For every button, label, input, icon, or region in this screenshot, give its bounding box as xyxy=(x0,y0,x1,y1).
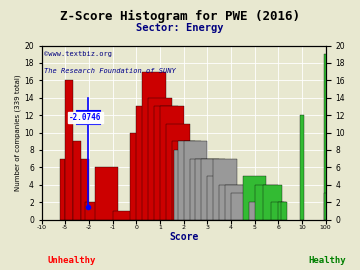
Bar xyxy=(174,150,198,220)
Bar xyxy=(207,176,231,220)
Bar xyxy=(113,211,136,220)
Bar xyxy=(263,185,282,220)
Bar xyxy=(166,124,189,220)
Bar xyxy=(136,106,160,220)
Bar xyxy=(243,176,266,220)
Bar xyxy=(249,202,273,220)
Bar xyxy=(324,54,327,220)
Bar xyxy=(281,202,287,220)
Text: Healthy: Healthy xyxy=(309,256,346,265)
Text: Z-Score Histogram for PWE (2016): Z-Score Histogram for PWE (2016) xyxy=(60,9,300,22)
Text: Sector: Energy: Sector: Energy xyxy=(136,23,224,33)
Bar xyxy=(301,115,303,220)
Text: ©www.textbiz.org: ©www.textbiz.org xyxy=(44,51,112,57)
Bar xyxy=(73,141,81,220)
Bar xyxy=(255,185,278,220)
Bar xyxy=(154,106,178,220)
Bar xyxy=(60,159,65,220)
Bar xyxy=(213,159,237,220)
Bar xyxy=(172,141,195,220)
Text: -2.0746: -2.0746 xyxy=(69,113,102,122)
Text: Unhealthy: Unhealthy xyxy=(48,256,96,265)
Bar xyxy=(219,185,243,220)
Bar xyxy=(278,202,284,220)
X-axis label: Score: Score xyxy=(169,231,198,241)
Bar xyxy=(195,159,219,220)
Bar xyxy=(201,159,225,220)
Bar xyxy=(130,133,154,220)
Bar xyxy=(160,106,184,220)
Bar xyxy=(35,193,39,220)
Bar xyxy=(324,193,327,220)
Bar xyxy=(189,159,213,220)
Bar xyxy=(142,72,166,220)
Bar xyxy=(271,202,286,220)
Text: The Research Foundation of SUNY: The Research Foundation of SUNY xyxy=(44,68,176,74)
Bar xyxy=(231,193,255,220)
Bar xyxy=(184,141,207,220)
Bar xyxy=(81,159,89,220)
Bar xyxy=(65,80,73,220)
Bar xyxy=(178,141,201,220)
Bar xyxy=(148,98,172,220)
Bar xyxy=(95,167,118,220)
Y-axis label: Number of companies (339 total): Number of companies (339 total) xyxy=(15,74,22,191)
Bar xyxy=(225,185,249,220)
Bar xyxy=(85,202,105,220)
